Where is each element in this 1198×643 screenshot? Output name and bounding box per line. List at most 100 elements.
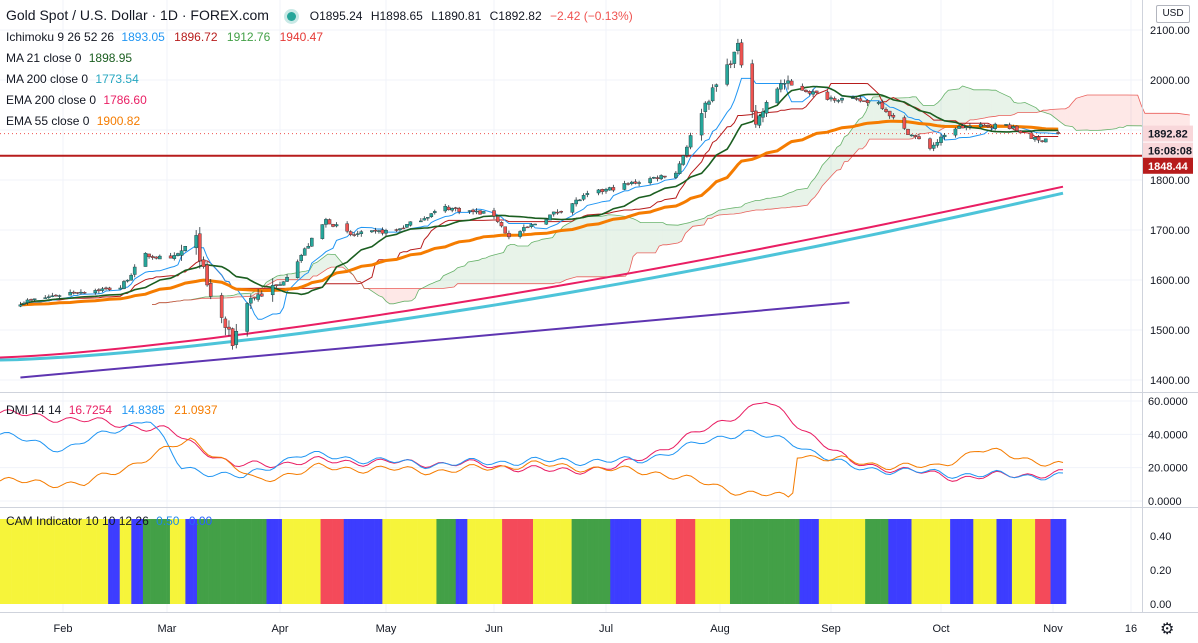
legend-ma21[interactable]: MA 21 close 0 1898.95: [6, 51, 133, 65]
legend-ema55[interactable]: EMA 55 close 0 1900.82: [6, 114, 141, 128]
cam-bar: [119, 519, 124, 604]
cam-bar: [320, 519, 325, 604]
cloud-segment: [535, 240, 539, 284]
cloud-segment: [562, 224, 567, 282]
candle-body: [989, 126, 994, 129]
cloud-segment: [730, 207, 734, 215]
cam-bar: [575, 519, 580, 604]
candle-body: [533, 223, 537, 226]
cam-bar: [733, 519, 738, 604]
candle-body: [249, 297, 253, 304]
legend-cam[interactable]: CAM Indicator 10 10 12 26 0.50 0.00: [6, 514, 213, 528]
cam-bar: [312, 519, 318, 604]
candle-body: [728, 63, 733, 65]
cam-bar: [448, 519, 453, 604]
trendline: [20, 301, 850, 379]
cloud-segment: [468, 260, 479, 284]
cam-bar: [254, 519, 260, 604]
cloud-segment: [625, 216, 630, 277]
cam-bar: [915, 519, 920, 604]
cam-bars-group: [0, 519, 1067, 604]
candle-body: [736, 42, 740, 51]
cam-bar: [529, 519, 534, 604]
cam-bar: [50, 519, 55, 604]
senkou-a-line: [151, 85, 1190, 305]
cam-bar: [509, 519, 514, 604]
cloud-segment: [566, 219, 577, 280]
cloud-segment: [1087, 94, 1091, 131]
cam-bar: [652, 519, 657, 604]
cam-bar: [397, 519, 402, 604]
cam-bar: [675, 519, 681, 604]
cam-bar: [301, 519, 306, 604]
legend-ichimoku[interactable]: Ichimoku 9 26 52 26 1893.05 1896.72 1912…: [6, 30, 324, 44]
candle-body: [245, 303, 249, 332]
candle-body: [457, 207, 461, 212]
cam-bar: [938, 519, 943, 604]
gear-icon[interactable]: ⚙: [1160, 621, 1175, 638]
cloud-segment: [681, 223, 686, 242]
candle-body: [707, 101, 711, 105]
currency-selector[interactable]: USD: [1156, 5, 1190, 23]
candle-body: [957, 126, 961, 129]
cam-bar: [401, 519, 406, 604]
high-value: H1898.65: [370, 9, 423, 23]
cloud-segment: [313, 262, 317, 276]
candle-body: [574, 199, 578, 205]
legend-dmi[interactable]: DMI 14 14 16.7254 14.8385 21.0937: [6, 403, 218, 417]
time-tick-label: Mar: [158, 623, 177, 635]
cam-bar: [590, 519, 596, 604]
cloud-segment: [482, 258, 486, 284]
candle-body: [394, 229, 399, 231]
cam-bar: [27, 519, 32, 604]
cam-bar: [424, 519, 430, 604]
cam-bar: [587, 519, 592, 604]
cloud-segment: [517, 245, 529, 284]
cam-bar: [641, 519, 646, 604]
cam-bar: [996, 519, 1001, 604]
cam-bar: [200, 519, 205, 604]
cam-bar: [328, 519, 333, 604]
legend-ma200[interactable]: MA 200 close 0 1773.54: [6, 72, 139, 86]
cam-bar: [185, 519, 190, 604]
cam-bar: [838, 519, 843, 604]
price-badges: 1892.82 16:08:08 1848.44: [1143, 125, 1193, 174]
cloud-segment: [984, 89, 989, 119]
time-tick-label: Sep: [821, 623, 841, 635]
cam-bar: [795, 519, 800, 604]
cloud-segment: [770, 196, 782, 210]
cam-bar: [679, 519, 684, 604]
symbol-title[interactable]: Gold Spot / U.S. Dollar · 1D · FOREX.com: [6, 7, 269, 23]
cam-bar: [0, 519, 5, 604]
candle-body: [422, 218, 427, 221]
candle-body: [474, 210, 479, 213]
cam-bar: [351, 519, 356, 604]
candle-body: [429, 213, 434, 218]
cloud-segment: [651, 222, 656, 253]
candle-body: [373, 229, 378, 232]
candle-body: [405, 224, 409, 228]
legend-ema200[interactable]: EMA 200 close 0 1786.60: [6, 93, 147, 107]
candle-body: [176, 253, 180, 256]
cam-bar: [648, 519, 654, 604]
cam-bar: [3, 519, 9, 604]
cam-bar: [490, 519, 495, 604]
candle-body: [310, 237, 314, 247]
cam-bar: [154, 519, 159, 604]
cloud-segment: [443, 270, 455, 289]
cloud-segment: [1097, 94, 1102, 131]
cam-bar: [517, 519, 522, 604]
candle-body: [43, 297, 48, 299]
candle-body: [570, 203, 575, 213]
cam-bar: [30, 519, 36, 604]
cloud-segment: [937, 99, 942, 132]
cam-bar: [660, 519, 665, 604]
cam-bar: [536, 519, 542, 604]
cam-bar: [77, 519, 82, 604]
cam-bar: [146, 519, 151, 604]
candle-body: [1007, 124, 1012, 130]
cloud-segment: [393, 288, 405, 304]
cloud-segment: [959, 86, 963, 127]
cam-bar: [139, 519, 144, 604]
